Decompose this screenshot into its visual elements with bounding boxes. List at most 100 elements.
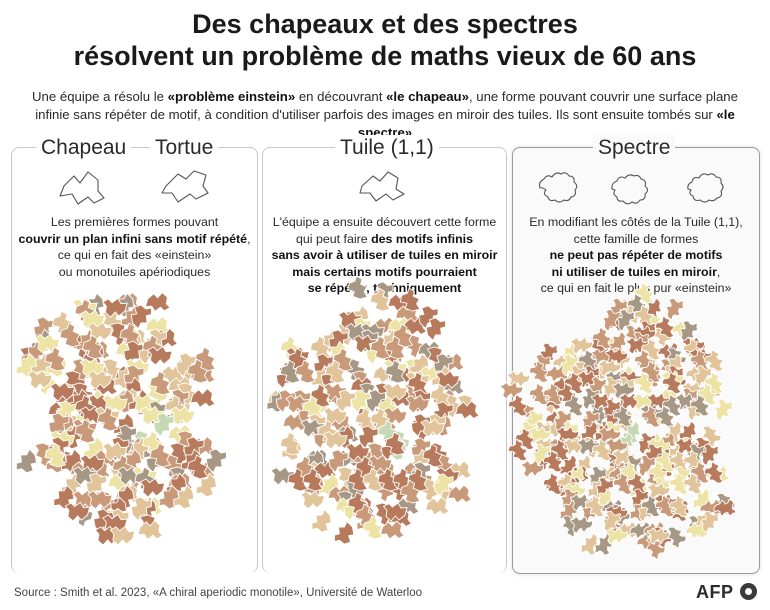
tile-piece xyxy=(87,369,113,390)
tile-piece xyxy=(328,449,349,474)
tile-piece xyxy=(384,359,406,384)
tile-piece xyxy=(205,448,227,474)
tile-piece xyxy=(354,407,376,432)
tile-piece xyxy=(579,421,600,444)
tile-piece xyxy=(641,494,661,518)
spectre-title: Spectre xyxy=(593,135,676,161)
tile-piece xyxy=(611,381,635,400)
tile-piece xyxy=(27,369,53,390)
tile-piece xyxy=(613,404,633,428)
tile-piece xyxy=(646,526,670,545)
tile-piece xyxy=(424,496,450,516)
afp-logo-icon xyxy=(740,583,757,600)
title-line-2: résolvent un problème de maths vieux de … xyxy=(73,41,697,71)
tile-piece xyxy=(634,304,654,327)
tile-piece xyxy=(648,460,668,484)
tile-piece xyxy=(399,479,421,504)
tile-piece xyxy=(384,335,406,360)
tile-piece xyxy=(147,345,173,366)
tile-piece xyxy=(607,331,628,354)
tile-piece xyxy=(382,382,408,402)
tile-piece xyxy=(429,383,451,408)
tile-piece xyxy=(704,348,724,372)
tile-piece xyxy=(578,348,598,372)
tile-piece xyxy=(81,334,104,360)
tile-piece xyxy=(399,287,421,312)
tile-piece xyxy=(130,496,152,522)
intro-highlight: «problème einstein» xyxy=(167,89,296,104)
tile-piece xyxy=(149,370,172,396)
tile-piece xyxy=(405,394,431,414)
tile-piece xyxy=(102,297,128,318)
tile-piece xyxy=(669,449,689,473)
desc-line: En modifiant les côtés de la Tuile (1,1)… xyxy=(529,215,743,229)
tile-piece xyxy=(683,472,703,495)
tile-piece xyxy=(302,395,324,420)
tile-piece xyxy=(613,472,633,495)
tile-piece xyxy=(558,454,579,477)
tile-piece xyxy=(655,494,675,518)
desc-line: , xyxy=(247,231,251,246)
tile-piece xyxy=(294,359,316,384)
tile-piece xyxy=(663,353,684,377)
tile-piece xyxy=(425,317,447,342)
tile-piece xyxy=(597,426,621,444)
tile-piece xyxy=(322,430,348,450)
tile-piece xyxy=(407,371,429,396)
hat-tiling xyxy=(15,291,227,546)
tile-piece xyxy=(74,418,97,444)
desc-line: ou monotuiles apériodiques xyxy=(58,264,211,279)
desc-highlight: couvrir un plan infini sans motif répété xyxy=(18,231,248,246)
tile-piece xyxy=(713,498,737,517)
tile-piece xyxy=(669,494,689,518)
tile-piece xyxy=(300,490,326,510)
desc-line: , xyxy=(716,264,721,279)
tile-piece xyxy=(679,320,699,343)
tile-piece xyxy=(508,393,528,417)
tile-piece xyxy=(569,336,593,355)
tile-piece xyxy=(602,510,622,534)
tile-piece xyxy=(655,404,675,428)
spectre-shape-icon-3 xyxy=(687,173,724,203)
tile-piece xyxy=(597,358,621,377)
desc-highlight: mais certains motifs pourraient xyxy=(292,264,477,279)
desc-line: cette famille de formes xyxy=(573,231,699,246)
tile-piece xyxy=(369,287,391,312)
tile-piece xyxy=(64,501,91,522)
tile-piece xyxy=(195,472,218,498)
desc-line: Les premières formes pouvant xyxy=(50,215,219,229)
tile-piece xyxy=(96,406,119,432)
tile-piece xyxy=(49,381,76,402)
tile-panel: Tuile (1,1) L'équipe a ensuite découvert… xyxy=(262,135,507,573)
tile-piece xyxy=(44,442,67,468)
tile-piece xyxy=(700,443,720,466)
desc-highlight: des motifs infinis xyxy=(371,231,473,246)
tile-piece xyxy=(645,537,666,561)
tile-piece xyxy=(377,467,399,492)
tile-piece xyxy=(422,443,444,468)
desc-highlight: sans avoir à utiliser de tuiles en miroi… xyxy=(271,248,498,262)
title-line-1: Des chapeaux et des spectres xyxy=(192,9,578,39)
tile-piece xyxy=(447,484,473,504)
source-credit: Source : Smith et al. 2023, «A chiral ap… xyxy=(14,587,423,599)
tile-piece xyxy=(604,526,628,545)
tile-piece xyxy=(529,360,549,383)
tile-piece xyxy=(593,533,614,556)
desc-line: L'équipe a ensuite découvert cette forme xyxy=(272,215,497,229)
desc-line: ce qui en fait le plus pur «einstein» xyxy=(540,281,732,295)
tile-piece xyxy=(665,298,685,321)
tile-piece xyxy=(384,431,406,456)
tile-title: Tuile (1,1) xyxy=(335,135,439,161)
desc-highlight: ni utiliser de tuiles en miroir xyxy=(551,264,717,279)
tile-piece xyxy=(690,393,710,417)
tile-piece xyxy=(379,520,405,540)
tile-piece xyxy=(130,304,152,330)
tile-piece xyxy=(700,510,720,534)
tile-piece xyxy=(499,381,523,400)
tile-piece xyxy=(590,392,614,411)
hat-panel: Chapeau Tortue Les premières formes pouv… xyxy=(11,135,258,573)
tile-piece xyxy=(173,484,195,510)
tile-piece xyxy=(669,472,689,495)
desc-line: qui peut faire xyxy=(296,231,372,246)
tile-piece xyxy=(433,473,454,498)
